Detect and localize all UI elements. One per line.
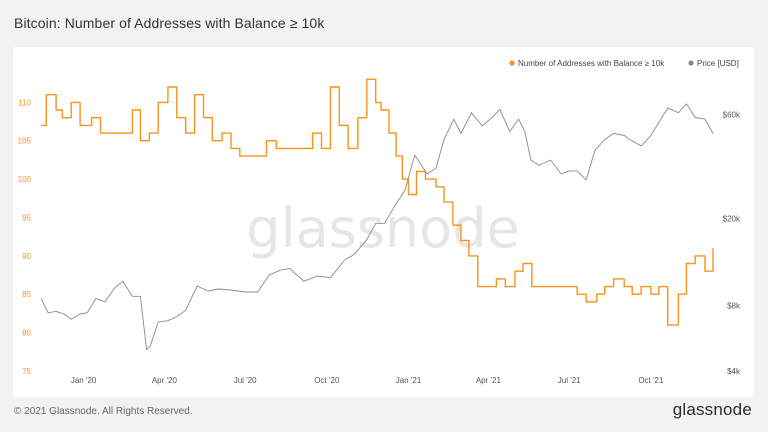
- y-left-tick-label: 80: [22, 329, 31, 338]
- y-left-tick-label: 110: [18, 98, 31, 107]
- x-tick-label: Apr '21: [476, 376, 502, 385]
- y-right-tick-label: $4k: [727, 367, 741, 376]
- legend-marker-price: [688, 60, 694, 66]
- x-tick-label: Oct '21: [638, 376, 664, 385]
- x-tick-label: Oct '20: [314, 376, 340, 385]
- y-right-tick-label: $8k: [727, 301, 741, 310]
- x-tick-label: Jul '20: [234, 376, 257, 385]
- axes: 75 80 85 90 95 100 105 110 $4k $8k $20k $60k Jan '20…: [18, 98, 741, 385]
- y-left-tick-label: 100: [18, 175, 32, 184]
- plot-area[interactable]: [40, 78, 714, 351]
- x-tick-label: Jan '20: [71, 376, 97, 385]
- addresses-series-line[interactable]: [41, 78, 714, 326]
- chart-panel: [13, 47, 754, 397]
- watermark-text: glassnode: [246, 197, 519, 260]
- legend-label-price[interactable]: Price [USD]: [697, 59, 739, 68]
- x-tick-label: Jan '21: [396, 376, 422, 385]
- y-left-tick-label: 105: [18, 137, 32, 146]
- line-chart: glassnode Number of Addresses with Balan…: [18, 59, 741, 385]
- copyright-text: © 2021 Glassnode. All Rights Reserved.: [14, 406, 193, 417]
- chart-title: Bitcoin: Number of Addresses with Balanc…: [14, 15, 325, 31]
- x-tick-label: Jul '21: [558, 376, 581, 385]
- glassnode-logo[interactable]: glassnode: [672, 400, 752, 419]
- price-series-line[interactable]: [40, 103, 714, 351]
- y-left-tick-label: 95: [22, 213, 31, 222]
- y-right-tick-label: $60k: [723, 110, 741, 119]
- legend-marker-addresses: [509, 60, 515, 66]
- y-left-tick-label: 85: [22, 290, 31, 299]
- y-left-tick-label: 90: [22, 252, 31, 261]
- y-right-tick-label: $20k: [723, 214, 741, 223]
- legend-label-addresses[interactable]: Number of Addresses with Balance ≥ 10k: [518, 59, 665, 68]
- legend[interactable]: Number of Addresses with Balance ≥ 10k P…: [509, 59, 739, 68]
- x-tick-label: Apr '20: [152, 376, 178, 385]
- y-left-tick-label: 75: [22, 367, 31, 376]
